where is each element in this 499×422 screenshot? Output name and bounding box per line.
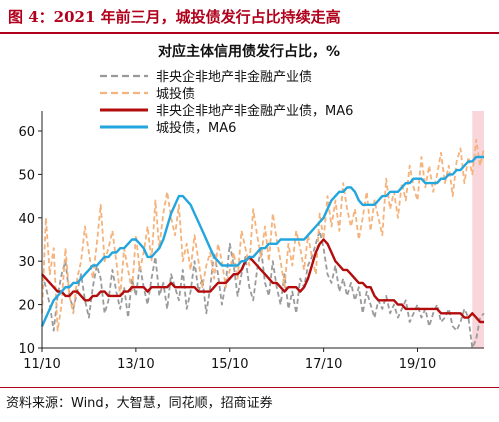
x-tick-label-1: 13/10 xyxy=(117,357,154,372)
legend-label-2: 非央企非地产非金融产业债，MA6 xyxy=(156,103,353,119)
x-tick-label-3: 17/10 xyxy=(305,357,342,372)
chart-title: 对应主体信用债发行占比，% xyxy=(158,43,340,60)
series-line-1 xyxy=(41,138,485,332)
x-tick-label-4: 19/10 xyxy=(399,357,436,372)
series-line-3 xyxy=(40,155,484,327)
legend-label-3: 城投债，MA6 xyxy=(156,120,236,136)
x-tick-label-2: 15/10 xyxy=(211,357,248,372)
y-tick-label-0: 10 xyxy=(18,342,35,357)
plot-area xyxy=(40,111,485,349)
legend-label-1: 城投债 xyxy=(156,86,195,102)
axes: 10 20 30 40 50 60 11/10 13/10 15/10 17/10 19/10 xyxy=(18,111,484,372)
source-note: 资料来源：Wind，大智慧，同花顺，招商证券 xyxy=(6,396,273,411)
y-tick-label-4: 50 xyxy=(18,168,35,183)
figure-title: 图 4：2021 年前三月，城投债发行占比持续走高 xyxy=(0,0,499,34)
series-line-2 xyxy=(41,238,484,324)
y-tick-label-2: 30 xyxy=(18,255,35,270)
y-tick-label-1: 20 xyxy=(18,299,35,314)
line-chart: 对应主体信用债发行占比，% 非央企非地产非金融产业债城投债非央企非地产非金融产业… xyxy=(18,43,485,372)
highlight-region xyxy=(472,111,484,348)
series-line-0 xyxy=(41,229,485,349)
x-tick-label-0: 11/10 xyxy=(23,357,60,372)
y-tick-label-3: 40 xyxy=(18,212,35,227)
source-divider xyxy=(0,387,499,388)
legend-label-0: 非央企非地产非金融产业债 xyxy=(156,69,312,85)
y-tick-label-5: 60 xyxy=(18,125,35,140)
